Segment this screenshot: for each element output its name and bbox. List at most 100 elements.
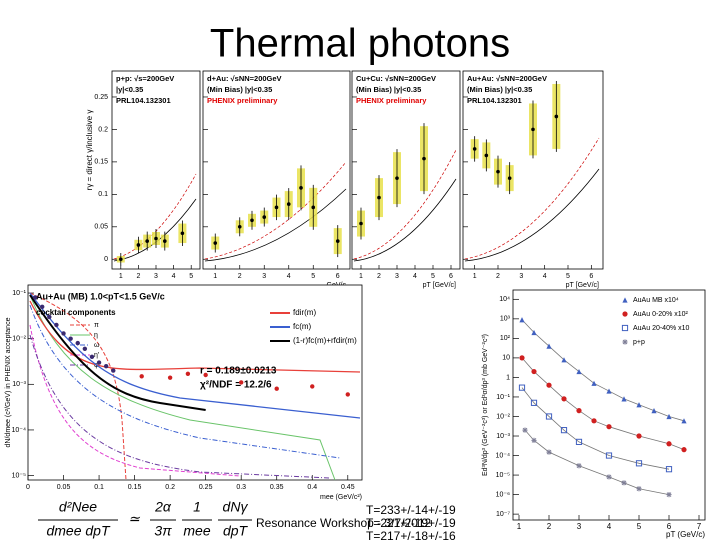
data-point [507,176,512,180]
formula-part: 2α [154,499,172,515]
data-point [82,346,88,351]
photon-ratio-figure: rγ = direct γ/inclusive γ 0 0.05 0.1 0.15 0.2… [85,70,604,289]
y-tick-label: 1 [506,374,510,381]
data-point [576,408,582,414]
x-tick-label: 4 [287,273,291,280]
data-point [591,418,597,424]
data-point [145,239,149,243]
data-point [40,304,45,309]
data-point [576,368,582,375]
data-point [139,374,144,379]
data-point [167,375,173,380]
x-tick-label: 3 [395,273,399,280]
x-tick-label: 5 [189,273,193,280]
legend-label: π [94,322,99,329]
y-tick-label: 10⁻⁵ [496,472,510,479]
data-point [89,354,95,360]
formula: d²Nee dmee dpT ≃ 2α 3π 1 mee dNγ dpT [46,499,248,539]
legend-label: ω [94,342,100,349]
data-point [681,447,687,453]
data-point [606,424,612,430]
panel-label: (Min Bias) |y|<0.35 [356,85,421,94]
data-point [163,239,167,243]
y-tick-label: 10⁻⁴ [496,452,511,459]
fit-curve [29,300,361,373]
y-tick-label: 10⁻² [496,413,510,420]
footer: Resonance Workshop - 3/7/2012 [256,516,432,530]
data-point [286,202,291,206]
panel-label: PRL104.132301 [116,96,171,105]
model-curve [353,178,457,262]
data-point [274,205,279,210]
fit-line [521,319,685,422]
x-tick-label: 3 [577,522,582,531]
y-tick-label: 0.1 [98,191,108,198]
x-tick-label: 1 [119,273,123,280]
formula-part: dNγ [223,499,249,515]
legend-marker [622,339,628,345]
panel-label: Cu+Cu: √sNN=200GeV [356,74,436,83]
data-point [606,388,612,394]
legend-label: p+p [633,339,645,346]
data-point [299,186,303,190]
data-point [395,176,399,180]
y-tick-label: 10⁻⁶ [496,491,510,498]
legend-label: AuAu MB x10⁴ [633,297,679,304]
formula-part: 3π [154,523,172,539]
x-tick-label: 3 [519,273,523,280]
x-tick-label: 6 [336,273,340,280]
legend-marker [622,311,628,317]
legend-label: η' [94,352,99,359]
panel-frame [351,70,461,270]
data-point [576,463,582,469]
formula-part: dpT [223,523,249,539]
panel-label: d+Au: √sNN=200GeV [207,74,282,83]
data-point [651,408,657,414]
x-tick-label: 0.05 [57,484,71,491]
formula-part: ≃ [128,511,140,527]
y-tick-label: 10² [500,335,511,342]
plot-title: Au+Au (MB) 1.0<pT<1.5 GeV/c [36,291,165,301]
temperature: T=233+/-14+/-19 [366,503,456,517]
y-tick-label: 10⁻¹ [496,394,510,401]
data-point [575,438,583,445]
model-curve [113,173,197,260]
data-point [519,317,525,323]
data-point [262,215,267,219]
y-axis-label: rγ = direct γ/inclusive γ [85,110,94,191]
data-point [546,382,552,388]
y-axis-label: dN/dmee (c²/GeV) in PHENIX acceptance [5,317,12,447]
x-tick-label: 3 [154,273,158,280]
y-tick-label: 0.05 [94,224,108,231]
data-point [103,363,109,369]
x-axis-label: pT (GeV/c) [666,530,705,539]
fit-line [524,429,670,495]
x-tick-label: 0.1 [94,484,104,491]
y-tick-label: 0 [104,256,108,263]
data-point [621,396,627,402]
x-tick-label: 0.15 [128,484,142,491]
cocktail-curve [29,334,331,479]
fit-line [521,357,685,451]
data-point [635,460,643,467]
model-curve [464,137,600,260]
x-tick-label: 1 [517,522,522,531]
data-point [359,221,363,226]
data-point [237,225,242,229]
data-point [531,329,537,336]
data-point [519,355,525,361]
panel-label: (Min Bias) |y|<0.35 [207,85,272,94]
data-point [32,295,38,300]
data-point [531,368,537,375]
data-point [531,127,535,132]
fit-result: r = 0.189±0.0213 [200,366,277,377]
data-point [54,322,59,328]
data-point [75,340,80,346]
panel-label: (Min Bias) |y|<0.35 [467,85,532,94]
x-tick-label: 5 [431,273,435,280]
y-tick-label: 10⁻³ [12,381,26,388]
x-tick-label: 2 [496,273,500,280]
x-tick-label: 4 [413,273,417,280]
model-curve [353,149,457,260]
